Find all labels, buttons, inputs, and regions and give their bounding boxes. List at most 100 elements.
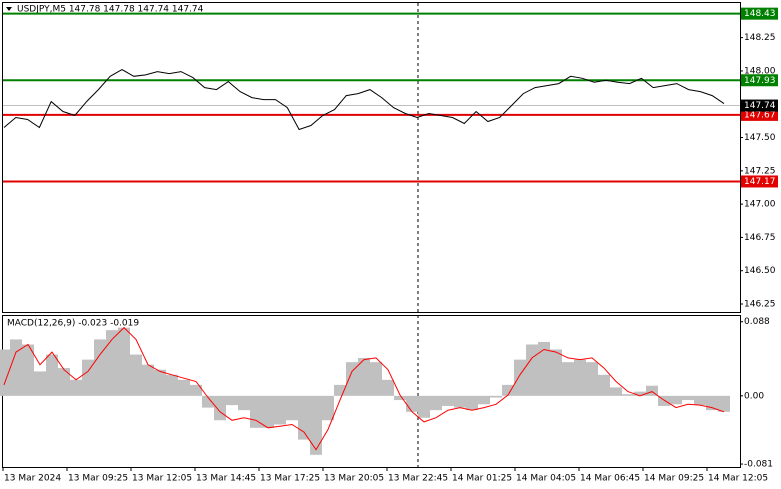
macd-bar xyxy=(322,395,334,421)
macd-bar xyxy=(526,344,538,396)
macd-bar xyxy=(274,395,286,425)
macd-bar xyxy=(22,344,34,396)
macd-bar xyxy=(10,339,22,396)
macd-bar xyxy=(358,357,370,396)
macd-bar xyxy=(94,339,106,396)
macd-title: MACD(12,26,9) -0.023 -0.019 xyxy=(7,319,139,329)
x-tick-label: 13 Mar 2024 xyxy=(4,474,61,484)
macd-bar xyxy=(694,395,706,406)
macd-bar xyxy=(442,395,454,406)
macd-bar xyxy=(538,341,550,396)
level-label-bg xyxy=(741,108,778,121)
y-tick-label: 146.50 xyxy=(744,266,776,276)
macd-bar xyxy=(154,369,166,396)
macd-bar xyxy=(490,395,502,398)
menu-arrow xyxy=(6,7,12,11)
main-frame xyxy=(2,2,741,313)
level-label-bg xyxy=(741,74,778,87)
x-tick-label: 13 Mar 22:45 xyxy=(388,474,448,484)
macd-bar xyxy=(238,395,250,411)
macd-bar xyxy=(118,327,130,396)
y-tick-label: 0.00 xyxy=(744,391,764,401)
macd-bar xyxy=(346,362,358,396)
macd-bar xyxy=(82,359,94,396)
macd-bar xyxy=(70,379,82,396)
macd-bar xyxy=(394,395,406,401)
level-label: 147.67 xyxy=(744,110,776,120)
macd-bar xyxy=(466,395,478,411)
macd-bar xyxy=(430,395,442,411)
x-tick-label: 13 Mar 12:05 xyxy=(132,474,192,484)
macd-bar xyxy=(670,395,682,405)
macd-bar xyxy=(478,395,490,405)
macd-bar xyxy=(586,362,598,396)
macd-bar xyxy=(418,395,430,418)
macd-bar xyxy=(0,349,10,396)
macd-bar xyxy=(142,364,154,396)
x-tick-label: 13 Mar 09:25 xyxy=(68,474,128,484)
level-label-bg xyxy=(741,175,778,188)
x-tick-label: 14 Mar 01:25 xyxy=(452,474,512,484)
macd-bar xyxy=(226,395,238,406)
macd-bar xyxy=(622,394,634,396)
macd-bar xyxy=(718,395,730,412)
y-tick-label: 147.00 xyxy=(744,200,776,210)
macd-bar xyxy=(214,395,226,421)
y-tick-label: 148.25 xyxy=(744,33,776,43)
level-label: 147.93 xyxy=(744,76,776,86)
macd-bar xyxy=(550,349,562,396)
macd-bar xyxy=(298,395,310,440)
macd-bar xyxy=(502,384,514,396)
x-tick-label: 14 Mar 04:05 xyxy=(516,474,576,484)
x-tick-label: 13 Mar 14:45 xyxy=(196,474,256,484)
macd-bar xyxy=(646,385,658,396)
macd-bar xyxy=(286,395,298,421)
x-tick-label: 14 Mar 12:05 xyxy=(708,474,768,484)
macd-bar xyxy=(514,359,526,396)
x-tick-label: 14 Mar 06:45 xyxy=(580,474,640,484)
macd-bar xyxy=(262,395,274,428)
macd-bar xyxy=(202,395,214,408)
macd-bar xyxy=(598,374,610,396)
y-tick-label: 146.25 xyxy=(744,300,776,310)
y-tick-label: 148.00 xyxy=(744,66,776,76)
macd-bar xyxy=(46,354,58,396)
level-label: 148.43 xyxy=(744,9,776,19)
macd-bar xyxy=(682,395,694,401)
level-label: 147.17 xyxy=(744,177,776,187)
macd-bar xyxy=(382,379,394,396)
main-title: USDJPY,M5 147.78 147.78 147.74 147.74 xyxy=(17,5,204,15)
macd-bar xyxy=(370,362,382,396)
x-tick-label: 14 Mar 09:25 xyxy=(644,474,704,484)
y-tick-label: 147.50 xyxy=(744,133,776,143)
macd-bar xyxy=(106,330,118,396)
macd-bar xyxy=(334,384,346,396)
y-tick-label: 0.088 xyxy=(744,317,770,327)
y-tick-label: 146.75 xyxy=(744,233,776,243)
macd-bar xyxy=(454,395,466,408)
macd-bar xyxy=(58,368,70,396)
macd-bar xyxy=(634,391,646,396)
macd-bar xyxy=(166,374,178,396)
current-price-label-bg xyxy=(741,99,778,112)
macd-bar xyxy=(658,395,670,406)
signal-line xyxy=(3,326,725,451)
macd-bar xyxy=(190,384,202,396)
macd-bar xyxy=(34,371,46,396)
current-price-label: 147.74 xyxy=(744,101,776,111)
macd-bar xyxy=(610,387,622,396)
y-tick-label: 147.25 xyxy=(744,166,776,176)
x-tick-label: 13 Mar 20:05 xyxy=(324,474,384,484)
macd-bar xyxy=(310,395,322,455)
x-tick-label: 13 Mar 17:25 xyxy=(260,474,320,484)
macd-bar xyxy=(562,362,574,396)
y-tick-label: -0.081 xyxy=(744,460,773,470)
price-line xyxy=(3,69,725,131)
level-label-bg xyxy=(741,7,778,20)
macd-bar xyxy=(406,395,418,412)
macd-bar xyxy=(178,379,190,396)
macd-bar xyxy=(574,359,586,396)
macd-bar xyxy=(130,354,142,396)
